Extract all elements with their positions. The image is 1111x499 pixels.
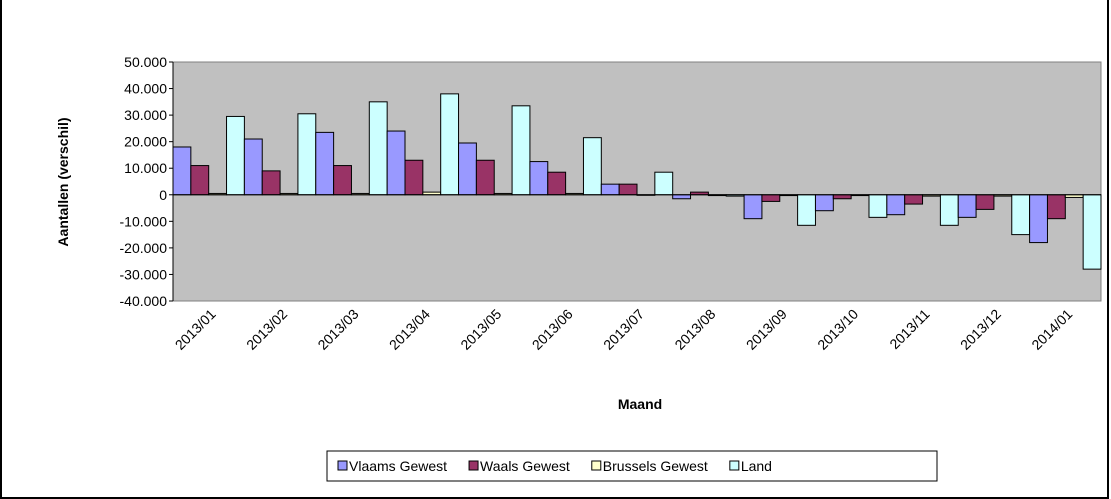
legend-label: Brussels Gewest [603,458,708,474]
bar [190,165,210,196]
bar [1082,194,1102,270]
y-tick-label: 10.000 [124,160,167,176]
bar [654,171,674,196]
legend-swatch [468,460,479,471]
bar [832,194,852,200]
y-tick-label: -20.000 [120,240,168,256]
bar [297,113,317,196]
bar [172,146,192,196]
bar [743,194,763,220]
bar [600,183,620,196]
bar [386,130,406,196]
y-tick-label: 40.000 [124,81,167,97]
y-tick-label: 0 [159,187,167,203]
bar [475,159,495,196]
x-axis-title: Maand [618,396,662,412]
bar [797,194,816,226]
bar [975,194,995,210]
bar [226,115,245,196]
bar [547,171,567,196]
bar [672,194,692,200]
bar [440,93,460,196]
legend-swatch [591,460,602,471]
legend-label: Vlaams Gewest [349,458,447,474]
bar [1046,194,1066,220]
bar [404,159,424,196]
legend-swatch [729,460,740,471]
bar [1011,194,1031,236]
y-tick-label: 50.000 [124,54,167,70]
bar [814,194,834,212]
y-axis-title: Aantallen (verschil) [55,117,71,246]
bar [904,194,924,205]
bar [458,142,477,196]
bar [261,170,281,196]
bar [618,183,638,196]
bar [368,101,388,196]
y-tick-label: 30.000 [124,107,167,123]
bar [761,194,781,202]
bar [868,194,888,218]
legend-label: Land [741,458,772,474]
bar [511,105,531,196]
bar [582,137,602,196]
bar [243,138,263,196]
legend-swatch [337,460,348,471]
bar [886,194,906,216]
bar [957,194,977,218]
y-tick-label: -10.000 [120,213,168,229]
bar [333,165,352,196]
y-tick-label: 20.000 [124,134,167,150]
bar [939,194,959,226]
bar [529,161,549,196]
y-tick-label: -40.000 [120,293,168,309]
bar [315,131,335,196]
y-tick-label: -30.000 [120,266,168,282]
bar [1029,194,1048,244]
legend-box [326,450,938,482]
legend-label: Waals Gewest [480,458,570,474]
